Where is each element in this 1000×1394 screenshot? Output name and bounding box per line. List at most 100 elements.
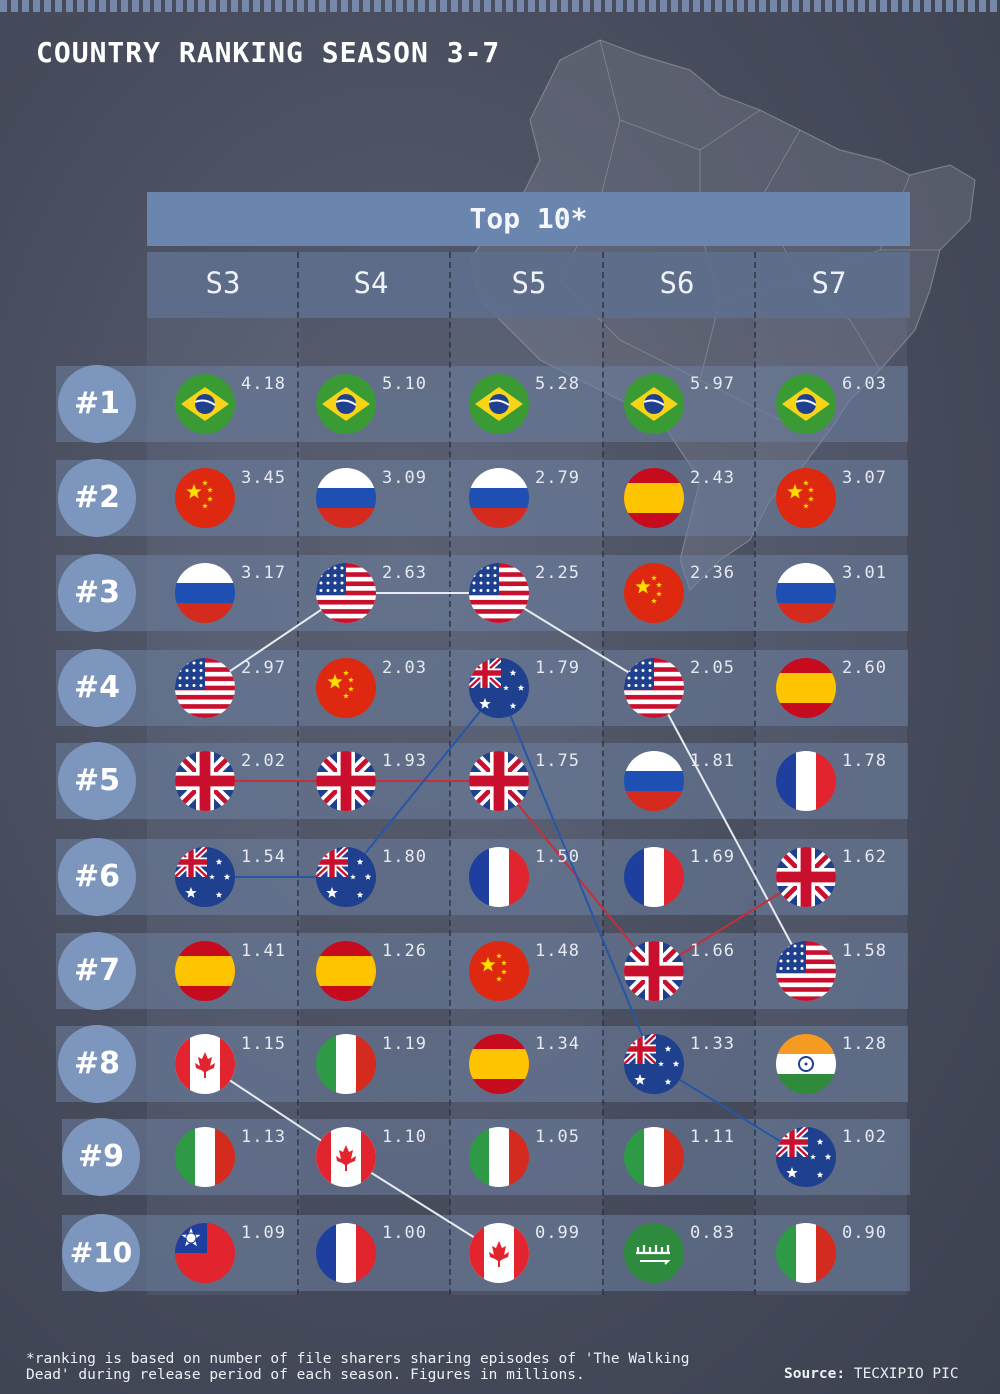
flag-spain-icon [624,468,684,528]
flag-china-icon [469,941,529,1001]
flag-russia-icon [175,563,235,623]
data-label: 5.28 [535,374,580,394]
flag-spain-icon [175,941,235,1001]
data-label: 1.00 [382,1223,427,1243]
data-label: 1.19 [382,1034,427,1054]
flag-brazil-icon [175,374,235,434]
data-label: 2.05 [690,658,735,678]
flag-russia-icon [469,468,529,528]
flag-spain-icon [469,1034,529,1094]
data-label: 1.13 [241,1127,286,1147]
data-label: 1.10 [382,1127,427,1147]
flag-uk-icon [624,941,684,1001]
data-label: 6.03 [842,374,887,394]
season-header-s4: S4 [353,266,389,300]
flag-russia-icon [624,751,684,811]
column-divider [754,252,756,1295]
flag-india-icon [776,1034,836,1094]
data-label: 3.17 [241,563,286,583]
column-divider [602,252,604,1295]
season-header-s3: S3 [205,266,241,300]
flag-france-icon [469,847,529,907]
flag-canada-icon [469,1223,529,1283]
data-label: 1.48 [535,941,580,961]
data-label: 1.34 [535,1034,580,1054]
rank-badge: #8 [58,1025,136,1103]
flag-australia-icon [469,658,529,718]
rank-badge: #4 [58,649,136,727]
data-label: 1.75 [535,751,580,771]
data-label: 2.79 [535,468,580,488]
data-label: 0.99 [535,1223,580,1243]
data-label: 1.02 [842,1127,887,1147]
flag-usa-icon [175,658,235,718]
data-label: 1.69 [690,847,735,867]
data-label: 1.05 [535,1127,580,1147]
rank-badge: #5 [58,742,136,820]
flag-saudi-arabia-icon [624,1223,684,1283]
footnote: *ranking is based on number of file shar… [26,1351,690,1383]
flag-usa-icon [469,563,529,623]
flag-russia-icon [316,468,376,528]
column-divider [449,252,451,1295]
data-label: 2.60 [842,658,887,678]
flag-australia-icon [776,1127,836,1187]
data-label: 2.02 [241,751,286,771]
data-label: 1.28 [842,1034,887,1054]
flag-russia-icon [776,563,836,623]
data-label: 1.33 [690,1034,735,1054]
data-label: 4.18 [241,374,286,394]
column-divider [297,252,299,1295]
flag-usa-icon [316,563,376,623]
flag-brazil-icon [776,374,836,434]
data-label: 0.83 [690,1223,735,1243]
data-label: 5.97 [690,374,735,394]
data-label: 2.03 [382,658,427,678]
data-label: 1.15 [241,1034,286,1054]
rank-badge: #10 [62,1214,140,1292]
flag-china-icon [624,563,684,623]
source-label: Source: [784,1366,846,1382]
data-label: 1.54 [241,847,286,867]
data-label: 2.25 [535,563,580,583]
flag-france-icon [316,1223,376,1283]
flag-uk-icon [776,847,836,907]
flag-brazil-icon [624,374,684,434]
data-label: 1.79 [535,658,580,678]
rank-badge: #3 [58,554,136,632]
chart-subtitle-banner: Top 10* [147,192,910,246]
flag-france-icon [776,751,836,811]
flag-brazil-icon [316,374,376,434]
flag-usa-icon [624,658,684,718]
data-label: 3.45 [241,468,286,488]
rank-badge: #1 [58,365,136,443]
data-label: 3.09 [382,468,427,488]
data-label: 1.09 [241,1223,286,1243]
season-header-s7: S7 [811,266,847,300]
data-label: 1.66 [690,941,735,961]
flag-australia-icon [316,847,376,907]
flag-italy-icon [316,1034,376,1094]
flag-italy-icon [776,1223,836,1283]
flag-china-icon [776,468,836,528]
data-label: 1.78 [842,751,887,771]
flag-china-icon [316,658,376,718]
flag-uk-icon [316,751,376,811]
data-label: 0.90 [842,1223,887,1243]
flag-uk-icon [175,751,235,811]
season-header-s5: S5 [511,266,547,300]
rank-badge: #6 [58,838,136,916]
data-label: 1.81 [690,751,735,771]
data-label: 2.63 [382,563,427,583]
flag-china-icon [175,468,235,528]
flag-brazil-icon [469,374,529,434]
flag-australia-icon [175,847,235,907]
flag-spain-icon [776,658,836,718]
data-label: 2.97 [241,658,286,678]
flag-canada-icon [175,1034,235,1094]
page-title: COUNTRY RANKING SEASON 3-7 [36,36,501,69]
source-credit: Source: TECXIPIO PIC [784,1366,959,1382]
top-stripe [0,0,1000,12]
data-label: 1.50 [535,847,580,867]
data-label: 1.58 [842,941,887,961]
